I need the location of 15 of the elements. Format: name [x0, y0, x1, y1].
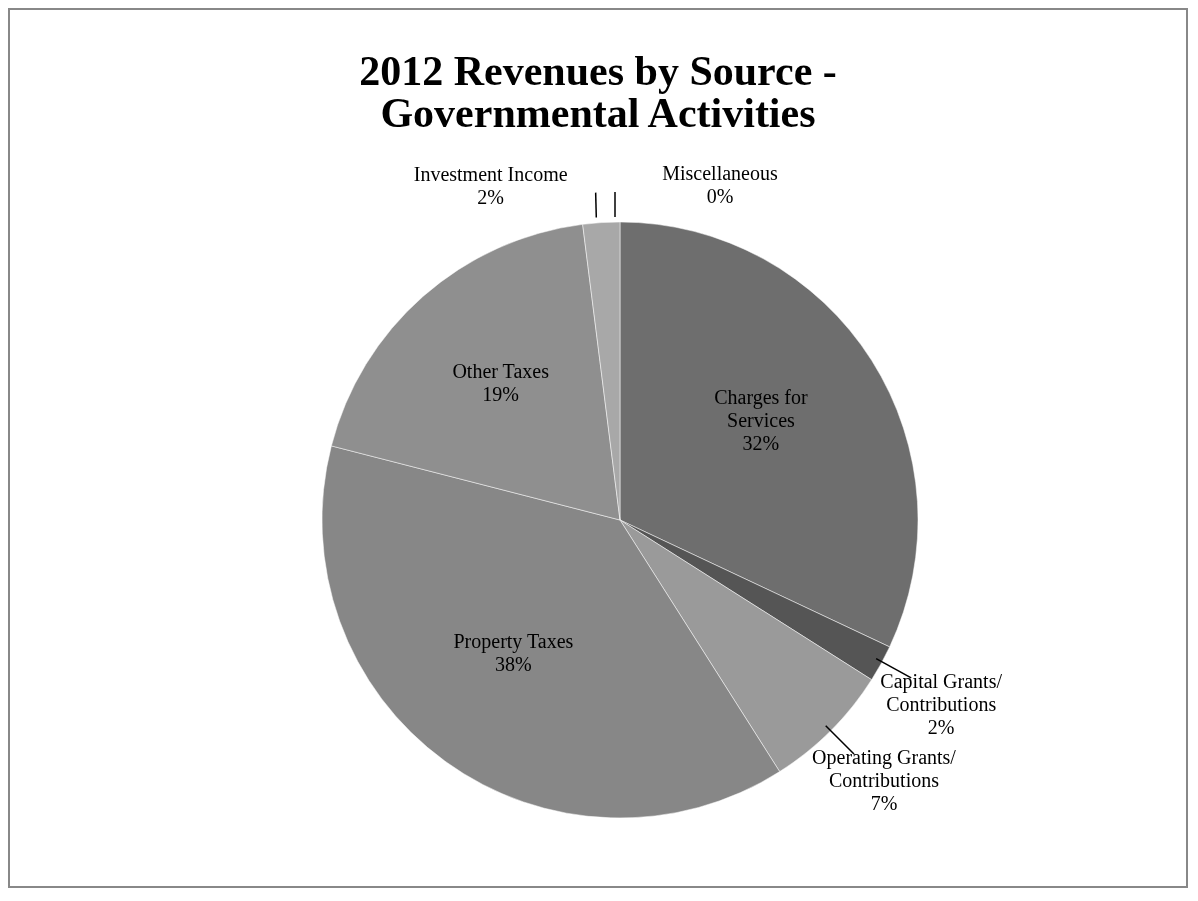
slice-label: Other Taxes [452, 360, 550, 383]
data-label: 38% [495, 652, 532, 675]
slice-label: Capital Grants/ Contributions [880, 669, 1003, 715]
slice-label: Charges for Services [714, 385, 809, 431]
data-label: 32% [742, 431, 780, 454]
chart-title: 2012 Revenues by Source - Governmental Activities [358, 48, 838, 136]
slice-label: Property Taxes [453, 629, 574, 653]
slice-label: Operating Grants/ Contributions [812, 746, 957, 791]
category-label: Miscellaneous [662, 162, 778, 184]
data-label: 2% [927, 715, 955, 738]
data-label: 2% [477, 185, 504, 208]
slice-label: Investment Income [413, 162, 568, 185]
data-label: 7% [870, 792, 898, 814]
data-label: 19% [482, 383, 520, 406]
text: 0% [706, 185, 734, 207]
